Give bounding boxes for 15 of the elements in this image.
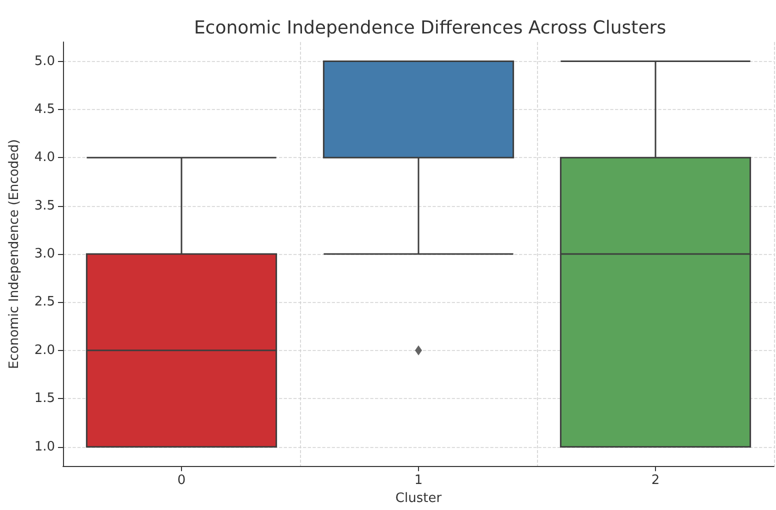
y-tick-label: 2.0 <box>34 342 55 358</box>
y-tick-label: 3.5 <box>34 198 55 214</box>
y-tick-label: 2.5 <box>34 294 55 310</box>
y-tick-label: 1.5 <box>34 391 55 406</box>
y-tick-label: 1.0 <box>34 439 55 454</box>
y-tick-label: 3.0 <box>34 246 55 262</box>
y-tick-label: 4.0 <box>34 150 55 166</box>
y-tick-label: 4.5 <box>34 102 55 117</box>
chart-title: Economic Independence Differences Across Clusters <box>194 18 666 38</box>
y-tick-label: 5.0 <box>34 54 55 69</box>
x-tick-label: 2 <box>651 473 660 488</box>
x-axis-title: Cluster <box>395 491 442 506</box>
x-tick-label: 1 <box>414 473 423 488</box>
y-axis-title: Economic Independence (Encoded) <box>7 139 22 369</box>
x-tick-label: 0 <box>177 473 186 488</box>
